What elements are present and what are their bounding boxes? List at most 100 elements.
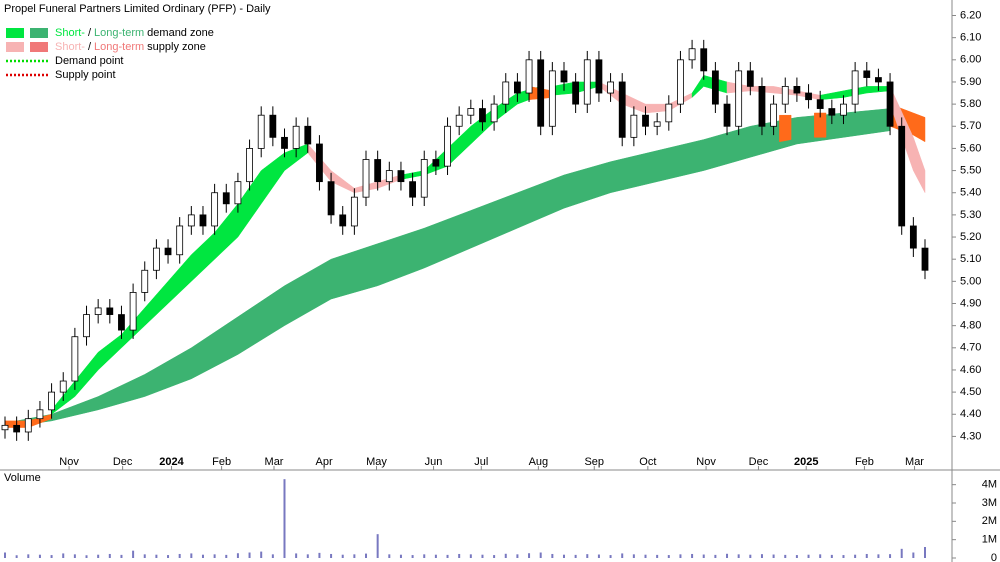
zone-band: [814, 112, 827, 138]
volume-bar: [399, 554, 402, 558]
candle-body: [94, 307, 102, 315]
candle-body: [525, 59, 533, 94]
y-tick-label: 4.90: [960, 297, 981, 309]
volume-bar: [318, 552, 321, 558]
candle-body: [467, 108, 475, 116]
volume-bar: [795, 555, 798, 558]
candle-body: [304, 125, 312, 145]
legend-swatch: [6, 28, 24, 38]
candle-body: [711, 70, 719, 105]
chart-title: Propel Funeral Partners Limited Ordinary…: [4, 3, 271, 15]
volume-bar: [632, 554, 635, 558]
volume-label: Volume: [4, 472, 41, 484]
x-tick-label: Nov: [59, 456, 79, 468]
candle-body: [36, 409, 44, 420]
candle-body: [840, 103, 847, 116]
volume-bar: [213, 554, 216, 558]
volume-bar: [586, 554, 589, 558]
volume-bar: [155, 554, 158, 558]
candle-body: [700, 48, 708, 72]
candle-body: [385, 170, 393, 183]
candle-body: [409, 181, 416, 198]
volume-bar: [644, 554, 647, 558]
x-tick-label: Dec: [113, 456, 133, 468]
candle-body: [257, 114, 265, 149]
x-tick-label: Feb: [855, 456, 874, 468]
y-tick-label: 6.10: [960, 32, 981, 44]
volume-bar: [504, 553, 507, 558]
volume-bar: [551, 553, 554, 558]
volume-bar: [306, 554, 309, 558]
volume-bar: [108, 553, 111, 558]
candle-body: [921, 247, 929, 271]
x-tick-label: Dec: [749, 456, 769, 468]
legend-label-part: Long-term: [94, 27, 144, 39]
candle-body: [805, 92, 812, 101]
volume-bar: [819, 554, 822, 558]
volume-bar: [225, 554, 228, 558]
volume-bar: [132, 550, 135, 558]
candle-body: [444, 125, 451, 167]
x-tick-label: Apr: [316, 456, 333, 468]
candle-body: [59, 380, 67, 393]
candle-body: [630, 114, 638, 138]
candle-body: [106, 307, 114, 315]
volume-bar: [190, 553, 193, 558]
volume-tick-label: 4M: [982, 479, 997, 491]
legend-swatch: [30, 28, 48, 38]
candle-body: [48, 391, 55, 411]
legend-swatch: [30, 42, 48, 52]
y-tick-label: 5.60: [960, 142, 981, 154]
y-tick-label: 4.50: [960, 386, 981, 398]
candle-body: [746, 70, 754, 87]
y-tick-label: 6.20: [960, 9, 981, 21]
volume-bar: [877, 554, 880, 558]
candle-body: [281, 136, 288, 149]
candle-body: [455, 114, 463, 127]
legend-label-part: /: [88, 27, 92, 39]
candle-body: [618, 81, 626, 138]
volume-bar: [236, 553, 239, 558]
y-tick-label: 5.80: [960, 98, 981, 110]
legend-label: Short- / Long-term demand zone: [55, 27, 214, 39]
y-tick-label: 5.20: [960, 231, 981, 243]
volume-bar: [830, 554, 833, 558]
candle-body: [875, 77, 882, 83]
volume-bar: [388, 554, 391, 558]
candle-body: [83, 314, 90, 338]
volume-bars: [4, 479, 926, 558]
y-tick-label: 5.50: [960, 164, 981, 176]
x-tick-label: Jul: [474, 456, 488, 468]
candle-body: [432, 159, 440, 167]
volume-bar: [341, 554, 344, 558]
volume-tick-label: 3M: [982, 497, 997, 509]
volume-bar: [889, 554, 892, 558]
candle-body: [583, 59, 591, 105]
volume-bar: [97, 554, 100, 558]
x-tick-label: Mar: [265, 456, 284, 468]
legend-label: Short- / Long-term supply zone: [55, 41, 206, 53]
x-tick-label: Feb: [212, 456, 231, 468]
volume-bar: [167, 555, 170, 558]
candle-body: [607, 81, 614, 94]
volume-bar: [330, 553, 333, 558]
candle-body: [339, 214, 347, 227]
volume-bar: [679, 554, 682, 558]
legend-label-part: Short-: [55, 41, 85, 53]
x-tick-label: Sep: [584, 456, 604, 468]
volume-bar: [562, 554, 565, 558]
candle-body: [770, 103, 778, 127]
legend-label-part: supply zone: [147, 41, 206, 53]
candle-body: [397, 170, 405, 183]
volume-bar: [667, 555, 670, 558]
candle-body: [735, 70, 743, 127]
candle-body: [781, 85, 789, 105]
volume-bar: [702, 554, 705, 558]
candle-body: [211, 192, 219, 227]
y-tick-label: 5.00: [960, 275, 981, 287]
candle-body: [537, 59, 545, 127]
candle-body: [176, 225, 184, 256]
volume-bar: [295, 553, 298, 558]
candle-body: [479, 108, 486, 123]
